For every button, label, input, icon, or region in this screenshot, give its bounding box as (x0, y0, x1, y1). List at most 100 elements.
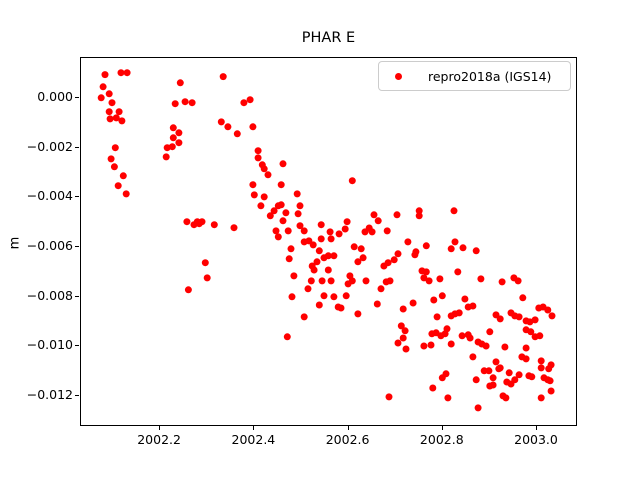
data-point (284, 227, 292, 235)
data-point (394, 250, 402, 258)
data-point (511, 376, 519, 384)
data-point (324, 252, 332, 260)
data-point (337, 304, 345, 312)
data-point (536, 332, 544, 340)
data-point (514, 277, 522, 285)
data-point (171, 100, 179, 108)
data-point (362, 277, 370, 285)
data-point (354, 258, 362, 266)
y-tick-label: −0.002 (26, 138, 73, 154)
y-tick-mark (75, 96, 79, 98)
data-point (548, 312, 556, 320)
data-point (357, 245, 365, 253)
data-point (260, 165, 268, 173)
y-tick-label: −0.006 (26, 237, 73, 253)
data-point (300, 227, 308, 235)
x-tick-mark (536, 426, 537, 430)
data-point (240, 99, 248, 107)
data-point (438, 374, 446, 382)
data-point (327, 277, 335, 285)
data-point (317, 235, 325, 243)
data-point (101, 71, 109, 79)
data-point (203, 274, 211, 282)
data-point (502, 394, 510, 402)
data-point (361, 228, 369, 236)
data-point (97, 94, 105, 102)
data-point (430, 296, 438, 304)
data-point (466, 334, 474, 342)
data-point (168, 143, 176, 151)
data-point (257, 202, 265, 210)
data-point (162, 153, 170, 161)
data-point (282, 209, 290, 217)
data-point (546, 377, 554, 385)
data-point (348, 177, 356, 185)
data-point (547, 387, 555, 395)
data-point (266, 212, 274, 220)
data-point (342, 292, 350, 300)
data-point (317, 221, 325, 229)
data-point (515, 371, 523, 379)
x-tick-label: 2002.2 (137, 432, 181, 447)
data-point (176, 79, 184, 87)
data-point (469, 353, 477, 361)
data-point (274, 233, 282, 241)
data-point (122, 190, 130, 198)
data-point (327, 235, 335, 243)
data-point (119, 172, 127, 180)
data-point (394, 339, 402, 347)
data-point (545, 365, 553, 373)
data-point (99, 83, 107, 91)
y-tick-label: −0.010 (26, 337, 73, 353)
data-point (397, 322, 405, 330)
data-point (438, 292, 446, 300)
data-point (386, 277, 394, 285)
data-point (183, 218, 191, 226)
data-point (390, 256, 398, 264)
legend-marker-dot-icon (395, 72, 402, 80)
data-point (420, 342, 428, 350)
data-point (370, 211, 378, 219)
data-point (315, 247, 323, 255)
data-point (359, 254, 367, 262)
data-point (283, 333, 291, 341)
data-point (537, 364, 545, 372)
y-tick-mark (75, 196, 79, 198)
data-point (107, 155, 115, 163)
data-point (304, 285, 312, 293)
x-tick-mark (347, 426, 349, 430)
data-point (447, 245, 455, 253)
y-tick-mark (75, 245, 79, 247)
data-point (230, 224, 238, 232)
data-point (260, 193, 268, 201)
data-point (444, 394, 452, 402)
data-point (309, 241, 317, 249)
data-point (485, 367, 493, 375)
data-point (335, 230, 343, 238)
data-point (341, 225, 349, 233)
data-point (377, 285, 385, 293)
data-point (169, 134, 177, 142)
data-point (210, 221, 218, 229)
data-point (544, 306, 552, 314)
data-point (175, 129, 183, 137)
data-point (522, 355, 530, 363)
data-point (110, 163, 118, 171)
data-point (451, 238, 459, 246)
data-point (373, 300, 381, 308)
data-point (422, 268, 430, 276)
data-point (224, 123, 232, 131)
data-point (447, 340, 455, 348)
data-point (219, 73, 227, 81)
data-point (501, 343, 509, 351)
x-tick-label: 2002.8 (419, 432, 464, 447)
x-tick-mark (159, 426, 161, 430)
data-point (293, 190, 301, 198)
data-point (112, 114, 120, 122)
data-point (409, 299, 417, 307)
data-point (294, 210, 302, 218)
data-point (537, 394, 545, 402)
data-point (436, 275, 444, 283)
data-point (169, 124, 177, 132)
data-point (307, 277, 315, 285)
